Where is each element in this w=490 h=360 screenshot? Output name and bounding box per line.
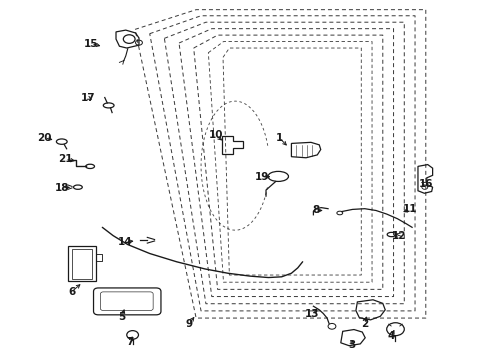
- Bar: [72, 249, 92, 279]
- Bar: [68, 246, 97, 282]
- Text: 9: 9: [185, 319, 193, 329]
- Text: 14: 14: [118, 237, 133, 247]
- Text: 3: 3: [348, 340, 355, 350]
- Text: 21: 21: [58, 154, 73, 164]
- Text: 4: 4: [388, 331, 395, 341]
- Text: 12: 12: [392, 231, 406, 240]
- Text: 17: 17: [80, 93, 95, 103]
- Text: 15: 15: [84, 39, 98, 49]
- Text: 11: 11: [403, 204, 417, 215]
- Text: 13: 13: [305, 310, 319, 319]
- Text: 5: 5: [118, 312, 125, 322]
- Text: 10: 10: [208, 130, 223, 140]
- Text: 19: 19: [255, 172, 270, 182]
- Text: 18: 18: [54, 183, 69, 193]
- Text: 1: 1: [275, 133, 283, 143]
- Text: 20: 20: [37, 133, 52, 143]
- Text: 2: 2: [361, 319, 368, 329]
- Text: 7: 7: [126, 337, 134, 347]
- Text: 8: 8: [313, 206, 320, 216]
- Text: 6: 6: [68, 287, 75, 297]
- Text: 16: 16: [418, 179, 433, 189]
